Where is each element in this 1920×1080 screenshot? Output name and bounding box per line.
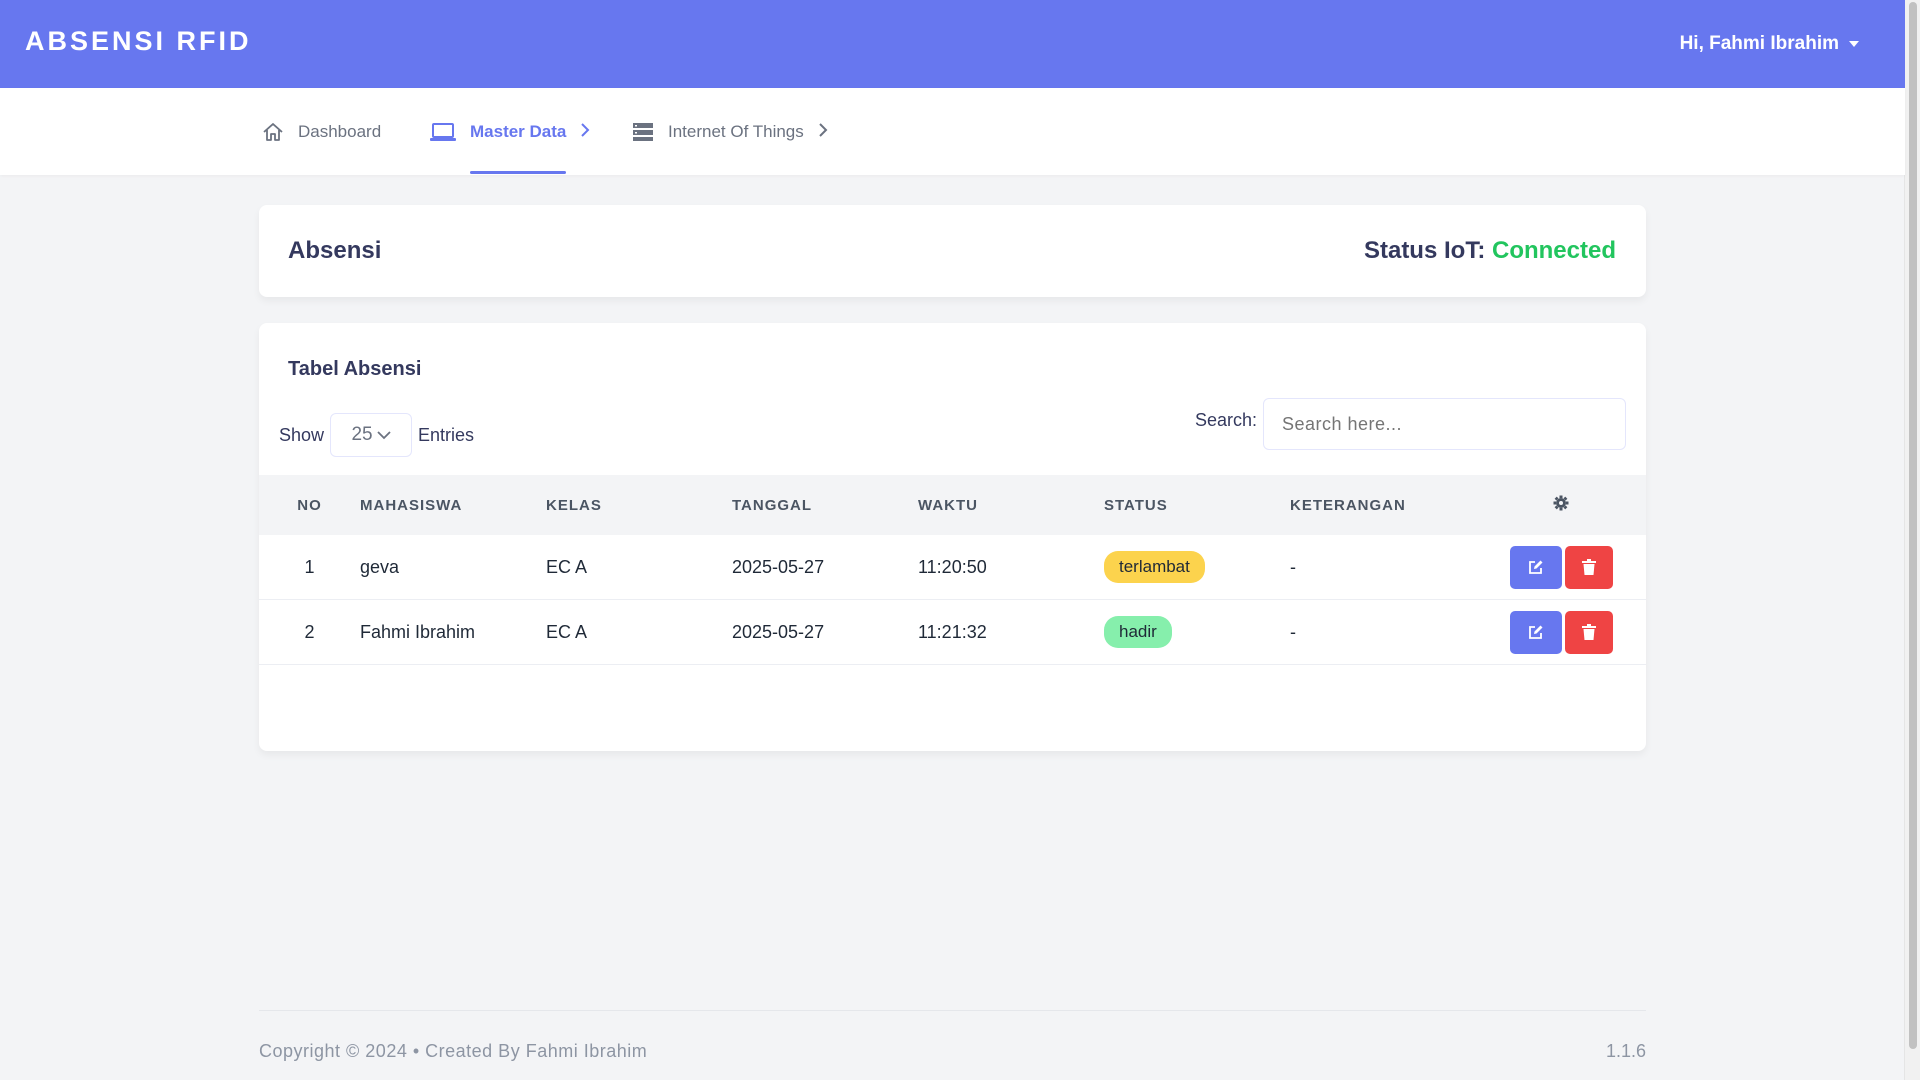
cell-waktu: 11:20:50 <box>918 535 1104 600</box>
footer: Copyright © 2024 • Created By Fahmi Ibra… <box>259 1010 1646 1061</box>
gear-icon <box>1553 495 1569 511</box>
edit-button[interactable] <box>1509 545 1562 589</box>
home-icon <box>262 122 284 142</box>
col-header-kelas[interactable]: KELAS <box>546 496 602 514</box>
top-bar: ABSENSI RFID Hi, Fahmi Ibrahim <box>0 0 1905 88</box>
active-tab-indicator <box>470 171 566 174</box>
footer-copyright: Copyright © 2024 • Created By Fahmi Ibra… <box>259 1041 648 1061</box>
search-control: Search: <box>1195 398 1626 450</box>
chevron-right-icon <box>818 122 828 142</box>
cell-keterangan: - <box>1290 599 1476 665</box>
laptop-icon <box>430 122 456 142</box>
iot-status: Status IoT: Connected <box>1364 237 1616 265</box>
server-icon <box>632 122 654 142</box>
show-label: Show <box>279 424 325 445</box>
nav-item-iot[interactable]: Internet Of Things <box>632 88 828 175</box>
col-header-keterangan[interactable]: KETERANGAN <box>1290 496 1406 514</box>
search-label: Search: <box>1194 409 1257 430</box>
table-row: 2 Fahmi Ibrahim EC A 2025-05-27 11:21:32… <box>259 599 1646 665</box>
col-header-no[interactable]: NO <box>297 496 322 514</box>
chevron-right-icon <box>580 122 590 142</box>
entries-control: Show 25 Entries <box>279 413 474 457</box>
attendance-table: NO MAHASISWA KELAS TANGGAL WAKTU STATUS … <box>259 475 1646 665</box>
cell-mahasiswa: geva <box>360 535 546 600</box>
cell-kelas: EC A <box>546 599 732 665</box>
trash-icon <box>1581 559 1596 575</box>
cell-status: terlambat <box>1104 535 1290 600</box>
cell-kelas: EC A <box>546 535 732 600</box>
search-input[interactable] <box>1263 398 1626 450</box>
cell-waktu: 11:21:32 <box>918 599 1104 665</box>
iot-status-label: Status IoT: <box>1363 237 1486 264</box>
caret-down-icon <box>1849 41 1859 47</box>
entries-select[interactable]: 25 <box>330 413 413 457</box>
col-header-actions <box>1476 475 1646 535</box>
cell-actions <box>1476 535 1646 600</box>
cell-tanggal: 2025-05-27 <box>732 599 918 665</box>
table-title: Tabel Absensi <box>288 358 422 380</box>
edit-icon <box>1528 560 1542 574</box>
trash-icon <box>1581 624 1596 640</box>
cell-actions <box>1476 599 1646 665</box>
nav-item-label: Master Data <box>470 121 567 141</box>
footer-version: 1.1.6 <box>1605 1041 1646 1061</box>
nav-item-label: Internet Of Things <box>668 121 804 141</box>
cell-no: 1 <box>259 535 360 600</box>
main-nav: Dashboard Master Data Internet Of Things <box>0 88 1905 175</box>
nav-item-label: Dashboard <box>298 121 382 141</box>
brand-title: ABSENSI RFID <box>25 26 252 56</box>
col-header-status[interactable]: STATUS <box>1104 496 1168 514</box>
user-greeting: Hi, Fahmi Ibrahim <box>1679 33 1839 54</box>
attendance-table-card: Tabel Absensi Show 25 Entries Search: NO… <box>259 323 1646 751</box>
cell-keterangan: - <box>1290 535 1476 600</box>
cell-status: hadir <box>1104 599 1290 665</box>
col-header-tanggal[interactable]: TANGGAL <box>732 496 813 514</box>
page-title: Absensi <box>288 237 382 264</box>
status-badge: terlambat <box>1104 551 1205 583</box>
table-row: 1 geva EC A 2025-05-27 11:20:50 terlamba… <box>259 535 1646 600</box>
delete-button[interactable] <box>1564 545 1613 589</box>
scrollbar-thumb[interactable] <box>1909 2 1917 1049</box>
col-header-waktu[interactable]: WAKTU <box>918 496 978 514</box>
edit-icon <box>1528 625 1542 639</box>
iot-status-value: Connected <box>1491 237 1616 264</box>
page-header-card: Absensi Status IoT: Connected <box>259 205 1646 297</box>
chevron-down-icon <box>376 431 391 440</box>
entries-value: 25 <box>351 424 373 445</box>
delete-button[interactable] <box>1564 610 1613 654</box>
edit-button[interactable] <box>1509 610 1562 654</box>
user-menu[interactable]: Hi, Fahmi Ibrahim <box>1680 33 1859 55</box>
cell-tanggal: 2025-05-27 <box>732 535 918 600</box>
col-header-mahasiswa[interactable]: MAHASISWA <box>360 496 463 514</box>
nav-item-dashboard[interactable]: Dashboard <box>262 88 381 175</box>
scrollbar[interactable] <box>1904 0 1920 1080</box>
table-header-row: NO MAHASISWA KELAS TANGGAL WAKTU STATUS … <box>259 475 1646 535</box>
status-badge: hadir <box>1104 616 1172 648</box>
entries-label: Entries <box>418 424 475 445</box>
cell-mahasiswa: Fahmi Ibrahim <box>360 599 546 665</box>
cell-no: 2 <box>259 599 360 665</box>
nav-item-master-data[interactable]: Master Data <box>430 88 590 175</box>
